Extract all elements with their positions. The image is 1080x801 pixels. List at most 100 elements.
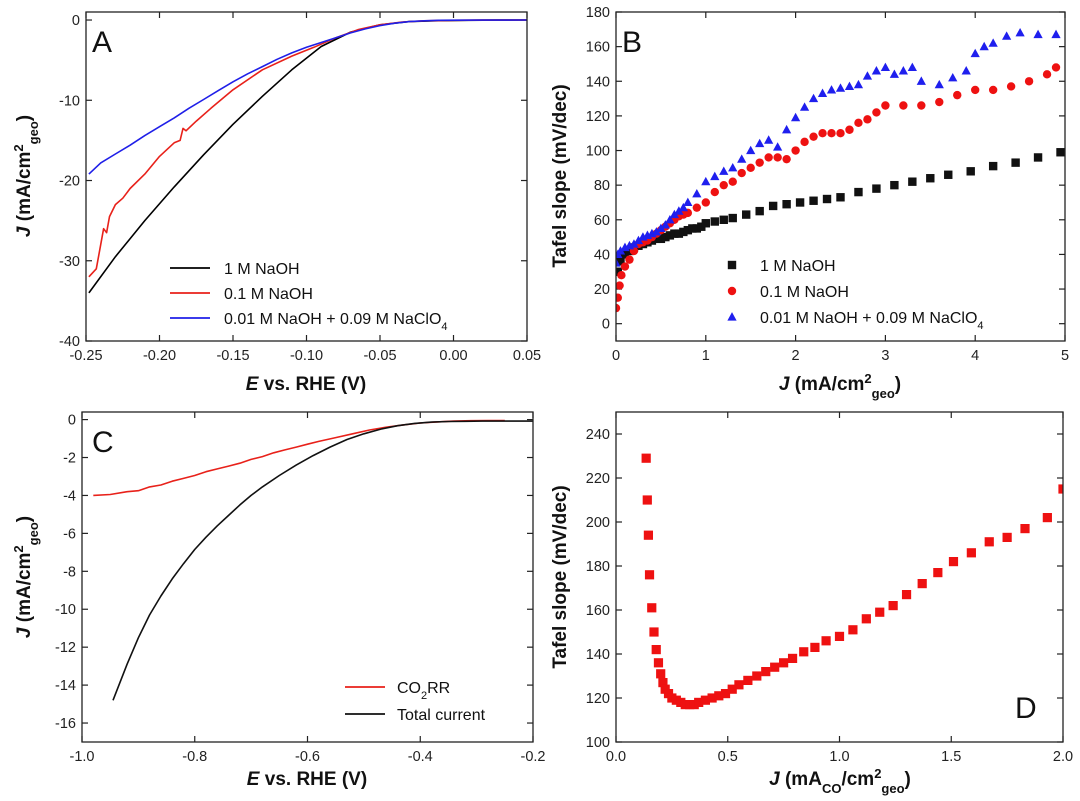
panel-d-series-tafel-slope-point <box>1020 524 1030 534</box>
panel-b-series-0-1-m-naoh-point <box>737 168 746 178</box>
panel-b-y-tick-label: 60 <box>594 213 610 229</box>
panel-b-y-tick-label: 180 <box>586 5 610 21</box>
panel-b-series-1-m-naoh-point <box>701 219 710 228</box>
panel-b-label: B <box>622 26 642 59</box>
panel-d-series-tafel-slope-point <box>799 647 809 657</box>
panel-d-series <box>641 453 1063 710</box>
panel-d-series-tafel-slope-point <box>649 627 659 637</box>
panel-b-series-1-m-naoh-point <box>679 227 688 237</box>
panel-b-series-0-01-m-naoh-0-09-m-naclo4-point <box>817 88 828 97</box>
panel-a-x-tick-label: -0.25 <box>69 348 102 364</box>
panel-a-y-tick-label: -10 <box>59 93 80 109</box>
panel-d-series-tafel-slope-point <box>643 530 654 540</box>
panel-b-series-0-01-m-naoh-0-09-m-naclo4-point <box>862 71 873 80</box>
panel-b-series-1-m-naoh-point <box>683 225 693 235</box>
panel-d-series-tafel-slope-point <box>966 548 976 558</box>
panel-b-series-0-1-m-naoh-point <box>616 293 622 302</box>
panel-c-y-tick-label: -8 <box>63 564 76 580</box>
panel-d-series-tafel-slope-point <box>1002 532 1012 542</box>
panel-b-series-0-1-m-naoh-point <box>728 177 737 186</box>
panel-b-series-0-1-m-naoh-point <box>782 154 791 164</box>
panel-d-series-tafel-slope-point <box>651 645 661 655</box>
panel-b-series-1-m-naoh-point <box>926 174 935 183</box>
panel-b-series-0-01-m-naoh-0-09-m-naclo4-point <box>889 69 899 78</box>
panel-c-series-total-current-legend-label: Total current <box>397 707 486 724</box>
panel-d-series-tafel-slope-point <box>1058 484 1063 494</box>
panel-b-series-0-1-m-naoh-point <box>746 163 755 173</box>
panel-c-x-tick-label: -0.4 <box>408 749 433 765</box>
panel-d-series-tafel-slope-point <box>834 631 845 641</box>
panel-d-frame <box>615 411 1064 743</box>
panel-d-series-tafel-slope-point <box>641 453 651 463</box>
panel-a-y-tick-label: -30 <box>59 254 80 270</box>
panel-d-series-tafel-slope-point <box>1042 513 1052 523</box>
panel-b-series-0-1-m-naoh-point <box>935 97 944 107</box>
panel-b-series-0-01-m-naoh-0-09-m-naclo4-point <box>916 76 926 85</box>
panel-a-y-axis-title: J (mA/cm2geo) <box>11 115 41 237</box>
panel-d-y-tick-label: 200 <box>586 515 610 531</box>
panel-b-series-0-01-m-naoh-0-09-m-naclo4-point <box>773 142 783 151</box>
panel-a-label: A <box>92 26 112 59</box>
panel-b-y-tick-label: 160 <box>586 40 610 56</box>
panel-b-series-0-1-m-naoh-legend-swatch <box>727 286 737 296</box>
panel-a: -0.25 -0.20 -0.15 -0.10 -0.05 0.00 0.05 -40 -30 -… <box>11 11 541 395</box>
panel-b-series-1-m-naoh-point <box>710 217 719 226</box>
panel-b-x-tick-label: 5 <box>1061 348 1069 364</box>
panel-b-series-0-1-m-naoh-point <box>953 90 962 100</box>
panel-a-y-tick-label: -20 <box>59 174 80 190</box>
panel-b-series-1-m-naoh-point <box>768 201 778 211</box>
panel-b-frame <box>615 11 1066 342</box>
panel-a-series <box>88 19 527 294</box>
panel-b-y-axis-title: Tafel slope (mV/dec) <box>550 84 571 267</box>
panel-d-x-tick-label: 1.0 <box>829 749 849 765</box>
panel-d-y-tick-label: 220 <box>586 471 610 487</box>
panel-b-series-0-01-m-naoh-0-09-m-naclo4-point <box>853 79 864 89</box>
panel-b-series-1-m-naoh-point <box>665 231 675 240</box>
panel-a-legend: 1 M NaOH 0.1 M NaOH 0.01 M NaOH + 0.09 M N… <box>170 261 448 333</box>
panel-b-series-0-01-m-naoh-0-09-m-naclo4-point <box>755 138 765 148</box>
panel-b-series-0-01-m-naoh-0-09-m-naclo4-point <box>880 62 891 71</box>
panel-b-series-0-1-m-naoh-point <box>773 153 782 162</box>
panel-d-series-tafel-slope-point <box>917 579 927 589</box>
panel-a-x-tick-label: -0.05 <box>363 348 396 364</box>
panel-b-series-1-m-naoh-point <box>1056 148 1065 157</box>
panel-d-series-tafel-slope-point <box>984 537 994 547</box>
panel-b-series-0-01-m-naoh-0-09-m-naclo4-point <box>678 202 688 212</box>
panel-d-series-tafel-slope-point <box>658 678 668 688</box>
panel-b-y-tick-label: 100 <box>586 144 610 160</box>
panel-b-series-1-m-naoh-point <box>890 180 899 190</box>
panel-a-x-tick-label: 0.00 <box>439 348 467 364</box>
panel-b-series-1-m-naoh-point <box>670 229 679 238</box>
panel-b-series-0-1-m-naoh-point <box>692 203 702 212</box>
panel-b-series-0-01-m-naoh-0-09-m-naclo4-point <box>835 83 846 92</box>
panel-b-series-1-m-naoh-point <box>728 213 737 223</box>
panel-c-series-co2rr-legend-label: CO2RR <box>397 680 450 702</box>
panel-b-series-1-m-naoh-point <box>988 161 998 171</box>
panel-b-series <box>616 27 1065 313</box>
panel-d-label: D <box>1015 692 1037 725</box>
panel-a-frame <box>85 11 528 342</box>
panel-b-series-0-01-m-naoh-0-09-m-naclo4-point <box>737 154 747 163</box>
panel-b-series-0-1-m-naoh-point <box>818 129 827 138</box>
panel-b-series-1-m-naoh-point <box>656 234 666 244</box>
panel-d-series-tafel-slope-point <box>707 693 717 703</box>
panel-b-series-1-m-naoh-point <box>908 177 917 186</box>
panel-b-series-0-01-m-naoh-0-09-m-naclo4-point <box>844 81 855 91</box>
panel-b-x-tick-label: 1 <box>702 348 710 364</box>
panel-c-x-tick-label: -0.2 <box>521 749 546 765</box>
panel-b-series-0-01-m-naoh-0-09-m-naclo4-legend-swatch <box>727 312 737 321</box>
panel-c-frame <box>81 411 534 743</box>
panel-b-series-0-01-m-naoh-0-09-m-naclo4-point <box>710 171 720 181</box>
panel-b-series-0-1-m-naoh-point <box>701 198 710 207</box>
panel-d-series-tafel-slope-point <box>821 636 831 646</box>
panel-b-series-1-m-naoh-point <box>809 196 818 205</box>
panel-b-series-0-01-m-naoh-0-09-m-naclo4-point <box>988 38 998 47</box>
panel-b-series-0-01-m-naoh-0-09-m-naclo4-point <box>651 227 662 236</box>
panel-b-series-0-1-m-naoh-point <box>988 85 998 95</box>
panel-b-series-0-01-m-naoh-0-09-m-naclo4-point <box>692 188 702 198</box>
panel-b-series-0-1-m-naoh-point <box>625 255 634 264</box>
panel-c-x-tick-label: -0.6 <box>295 749 320 765</box>
panel-d-series-tafel-slope-point <box>779 658 789 668</box>
panel-b-series-1-m-naoh-point <box>944 170 953 179</box>
panel-a-x-tick-label: -0.10 <box>290 348 323 364</box>
